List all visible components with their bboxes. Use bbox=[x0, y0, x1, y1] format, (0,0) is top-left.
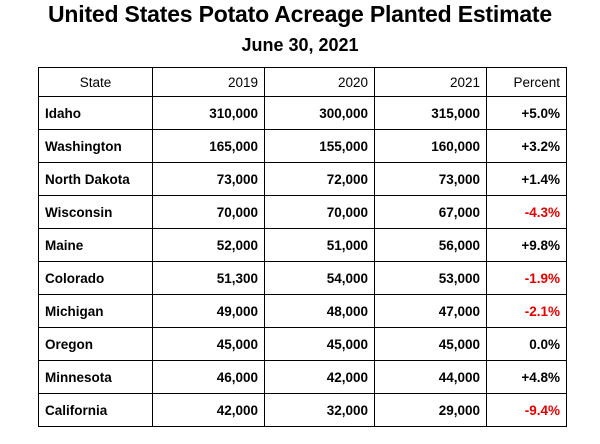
cell-percent: 0.0% bbox=[486, 327, 567, 361]
header-2021: 2021 bbox=[374, 67, 487, 97]
table-row: California 42,000 32,000 29,000 -9.4% bbox=[38, 393, 567, 427]
header-percent: Percent bbox=[486, 67, 567, 97]
cell-percent: +3.2% bbox=[486, 129, 567, 163]
cell-2020: 51,000 bbox=[264, 228, 375, 262]
cell-state: Michigan bbox=[38, 294, 153, 328]
cell-state: Colorado bbox=[38, 261, 153, 295]
cell-2019: 42,000 bbox=[152, 393, 265, 427]
table-row: North Dakota 73,000 72,000 73,000 +1.4% bbox=[38, 162, 567, 196]
cell-2021: 315,000 bbox=[374, 96, 487, 130]
cell-2021: 73,000 bbox=[374, 162, 487, 196]
table-row: Oregon 45,000 45,000 45,000 0.0% bbox=[38, 327, 567, 361]
cell-2021: 53,000 bbox=[374, 261, 487, 295]
cell-2020: 54,000 bbox=[264, 261, 375, 295]
cell-percent: -4.3% bbox=[486, 195, 567, 229]
cell-2019: 165,000 bbox=[152, 129, 265, 163]
cell-2020: 72,000 bbox=[264, 162, 375, 196]
cell-2019: 73,000 bbox=[152, 162, 265, 196]
header-2019: 2019 bbox=[152, 67, 265, 97]
cell-state: Maine bbox=[38, 228, 153, 262]
cell-state: Oregon bbox=[38, 327, 153, 361]
cell-2021: 44,000 bbox=[374, 360, 487, 394]
cell-state: North Dakota bbox=[38, 162, 153, 196]
table-row: Maine 52,000 51,000 56,000 +9.8% bbox=[38, 228, 567, 262]
cell-2020: 70,000 bbox=[264, 195, 375, 229]
cell-2019: 310,000 bbox=[152, 96, 265, 130]
cell-2020: 155,000 bbox=[264, 129, 375, 163]
cell-state: California bbox=[38, 393, 153, 427]
cell-2020: 300,000 bbox=[264, 96, 375, 130]
cell-percent: +1.4% bbox=[486, 162, 567, 196]
cell-state: Washington bbox=[38, 129, 153, 163]
cell-percent: +9.8% bbox=[486, 228, 567, 262]
cell-percent: -2.1% bbox=[486, 294, 567, 328]
cell-2021: 47,000 bbox=[374, 294, 487, 328]
table-row: Idaho 310,000 300,000 315,000 +5.0% bbox=[38, 96, 567, 130]
cell-2021: 29,000 bbox=[374, 393, 487, 427]
cell-percent: -1.9% bbox=[486, 261, 567, 295]
cell-percent: +4.8% bbox=[486, 360, 567, 394]
cell-2019: 45,000 bbox=[152, 327, 265, 361]
table-row: Minnesota 46,000 42,000 44,000 +4.8% bbox=[38, 360, 567, 394]
cell-state: Idaho bbox=[38, 96, 153, 130]
page-subtitle: June 30, 2021 bbox=[241, 35, 359, 55]
cell-2021: 67,000 bbox=[374, 195, 487, 229]
cell-2019: 46,000 bbox=[152, 360, 265, 394]
cell-percent: +5.0% bbox=[486, 96, 567, 130]
cell-2019: 70,000 bbox=[152, 195, 265, 229]
cell-2019: 51,300 bbox=[152, 261, 265, 295]
table-row: Washington 165,000 155,000 160,000 +3.2% bbox=[38, 129, 567, 163]
cell-2020: 45,000 bbox=[264, 327, 375, 361]
table-body: Idaho 310,000 300,000 315,000 +5.0% Washingto… bbox=[38, 96, 567, 427]
header-2020: 2020 bbox=[264, 67, 375, 97]
cell-2021: 160,000 bbox=[374, 129, 487, 163]
table-row: Michigan 49,000 48,000 47,000 -2.1% bbox=[38, 294, 567, 328]
table-header-row: State 2019 2020 2021 Percent bbox=[38, 67, 567, 97]
cell-2019: 49,000 bbox=[152, 294, 265, 328]
table-row: Wisconsin 70,000 70,000 67,000 -4.3% bbox=[38, 195, 567, 229]
header-state: State bbox=[38, 67, 153, 97]
cell-2020: 48,000 bbox=[264, 294, 375, 328]
cell-2021: 56,000 bbox=[374, 228, 487, 262]
table-row: Colorado 51,300 54,000 53,000 -1.9% bbox=[38, 261, 567, 295]
cell-2019: 52,000 bbox=[152, 228, 265, 262]
cell-2021: 45,000 bbox=[374, 327, 487, 361]
cell-2020: 32,000 bbox=[264, 393, 375, 427]
acreage-table: State 2019 2020 2021 Percent Idaho 310,00… bbox=[38, 67, 567, 427]
cell-2020: 42,000 bbox=[264, 360, 375, 394]
cell-percent: -9.4% bbox=[486, 393, 567, 427]
page-title: United States Potato Acreage Planted Est… bbox=[48, 1, 552, 27]
cell-state: Wisconsin bbox=[38, 195, 153, 229]
cell-state: Minnesota bbox=[38, 360, 153, 394]
